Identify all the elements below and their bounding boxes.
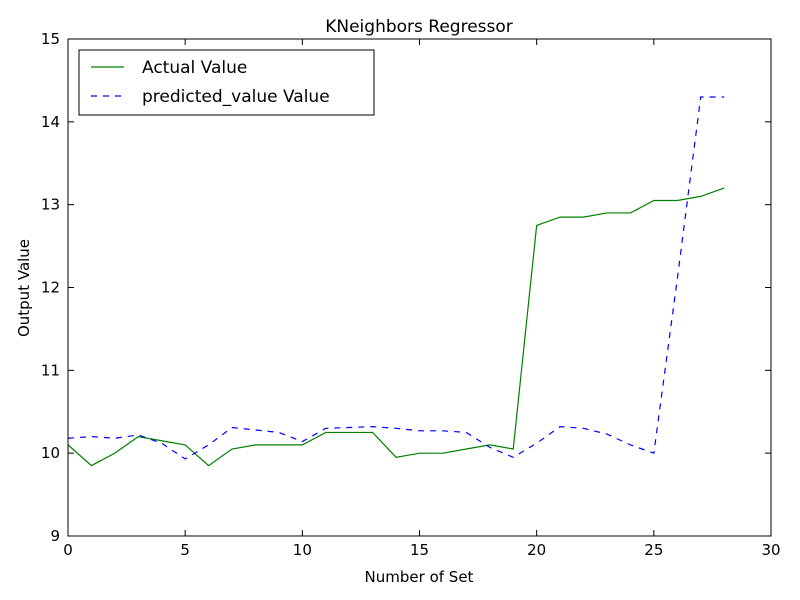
legend-label-1: Actual Value	[142, 58, 247, 78]
x-tick-label: 30	[761, 541, 780, 559]
plot-area: 0 5 10 15 20 25 30 9 10 11 12 13 14 15	[41, 30, 781, 559]
y-tick-label: 13	[41, 196, 60, 214]
legend: Actual Value predicted_value Value	[78, 49, 375, 116]
x-tick-label: 20	[527, 541, 546, 559]
y-tick-label: 14	[41, 113, 60, 131]
y-tick-label: 12	[41, 279, 60, 297]
x-tick-label: 10	[293, 541, 312, 559]
y-axis-label: Output Value	[15, 239, 33, 337]
y-tick-label: 10	[41, 444, 60, 462]
series-line-2	[67, 96, 725, 460]
chart-title: KNeighbors Regressor	[325, 17, 513, 37]
legend-label-2: predicted_value Value	[142, 87, 330, 107]
x-tick-label: 5	[180, 541, 190, 559]
y-tick-label: 11	[41, 361, 60, 379]
y-tick-label: 9	[50, 527, 60, 545]
x-tick-label: 0	[63, 541, 73, 559]
x-tick-label: 25	[644, 541, 663, 559]
legend-box	[78, 49, 375, 116]
series-line-1	[67, 187, 725, 467]
x-axis-label: Number of Set	[365, 568, 474, 586]
x-tick-label: 15	[410, 541, 429, 559]
y-tick-label: 15	[41, 30, 60, 48]
